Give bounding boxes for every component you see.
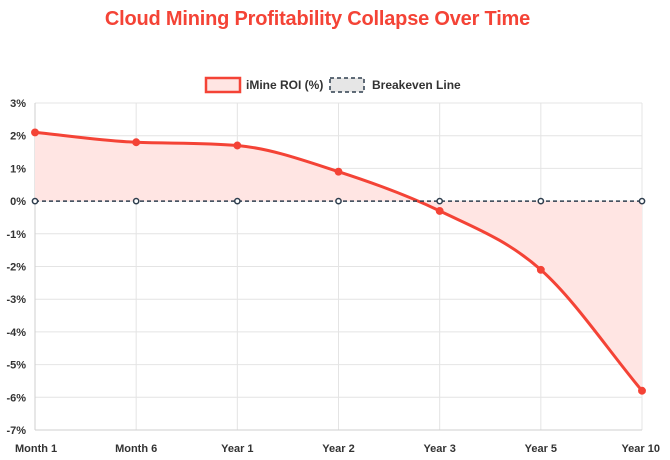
legend-swatch xyxy=(329,77,365,93)
roi-point xyxy=(536,265,545,274)
area-fills xyxy=(35,132,642,391)
x-tick-label: Year 3 xyxy=(423,443,455,455)
breakeven-point xyxy=(31,197,39,205)
roi-point xyxy=(435,206,444,215)
y-tick-label: -1% xyxy=(6,229,26,241)
breakeven-point xyxy=(233,197,241,205)
roi-point xyxy=(638,386,646,395)
breakeven-point xyxy=(132,197,140,205)
legend: iMine ROI (%) Breakeven Line xyxy=(204,76,461,94)
y-tick-label: -2% xyxy=(6,262,26,274)
x-tick-label: Month 6 xyxy=(115,443,157,455)
x-tick-label: Month 1 xyxy=(15,443,57,455)
y-tick-label: 0% xyxy=(10,196,26,208)
data-points xyxy=(31,128,646,395)
x-tick-label: Year 5 xyxy=(525,443,557,455)
y-tick-label: -6% xyxy=(6,392,26,404)
roi-point xyxy=(334,167,343,176)
x-tick-label: Year 10 xyxy=(621,443,660,455)
y-tick-label: -7% xyxy=(6,425,26,437)
breakeven-point xyxy=(638,197,646,205)
breakeven-point xyxy=(436,197,444,205)
y-tick-label: 2% xyxy=(10,131,26,143)
y-tick-label: -4% xyxy=(6,327,26,339)
y-tick-label: 1% xyxy=(10,163,26,175)
breakeven-point xyxy=(335,197,342,205)
chart-title: Cloud Mining Profitability Collapse Over… xyxy=(104,8,531,30)
y-tick-label: 3% xyxy=(10,98,26,110)
legend-swatch xyxy=(204,76,242,94)
y-axis-ticks: -7% -6% -5% -4% -3% -2% -1% 0% 1% 2% 3% xyxy=(6,98,26,437)
roi-point xyxy=(132,138,141,147)
legend-label: Breakeven Line xyxy=(372,78,461,92)
x-tick-label: Year 2 xyxy=(322,443,354,455)
legend-label: iMine ROI (%) xyxy=(246,78,323,92)
x-tick-label: Year 1 xyxy=(221,443,253,455)
breakeven-point xyxy=(537,197,545,205)
x-axis-ticks: Month 1 Month 6 Year 1 Year 2 Year 3 Year 5 Ye… xyxy=(15,443,660,455)
roi-point xyxy=(31,128,39,137)
y-tick-label: -5% xyxy=(6,360,26,372)
y-tick-label: -3% xyxy=(6,294,26,306)
roi-point xyxy=(233,141,242,150)
series-area-fill xyxy=(35,132,642,391)
